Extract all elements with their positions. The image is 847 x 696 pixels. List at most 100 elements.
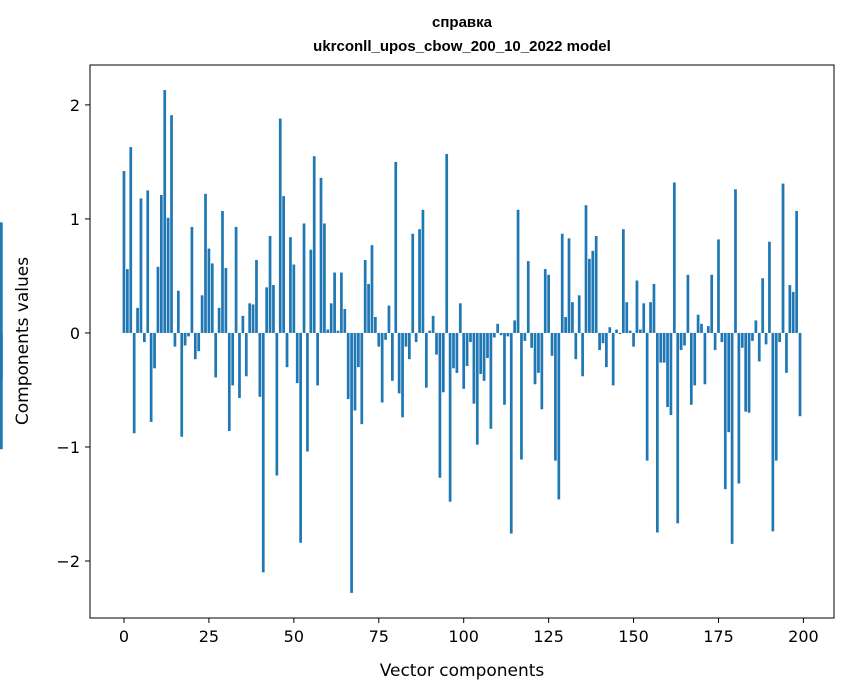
bar (295, 332, 299, 384)
bar (221, 210, 224, 333)
bar (761, 278, 765, 333)
bar (781, 183, 785, 333)
bar (302, 223, 306, 333)
bar (516, 209, 520, 333)
y-tick-label: −2 (56, 552, 80, 571)
bar (251, 304, 255, 333)
bar (431, 315, 435, 333)
bar (785, 332, 788, 373)
bar (441, 332, 445, 393)
bar (224, 267, 228, 333)
bar (187, 332, 190, 337)
bars-group (0, 90, 802, 593)
bar (360, 332, 364, 425)
bar (122, 171, 126, 333)
bar (696, 314, 700, 333)
bar (153, 332, 156, 369)
bar (605, 332, 608, 368)
bar (377, 332, 381, 347)
bar (751, 332, 754, 341)
bar (795, 210, 798, 333)
bar (499, 332, 503, 336)
bar (659, 332, 663, 363)
bar (363, 259, 367, 333)
bar (244, 332, 248, 377)
bar (669, 332, 673, 416)
y-tick-label: 2 (70, 96, 80, 115)
bar (462, 332, 466, 389)
bar (710, 274, 714, 333)
bar (282, 196, 285, 333)
bar (0, 222, 3, 333)
bar (557, 332, 561, 500)
bar (343, 309, 347, 333)
bar (285, 332, 289, 368)
bar (713, 332, 717, 351)
bar (126, 269, 129, 333)
x-axis-label: Vector components (380, 661, 545, 681)
bar (564, 316, 567, 333)
bar (584, 205, 588, 333)
bar (455, 332, 459, 373)
bar (200, 295, 204, 333)
bar (652, 283, 656, 333)
bar (723, 332, 727, 490)
bar (465, 332, 469, 367)
bar (475, 332, 479, 445)
bar (418, 229, 421, 333)
bar (289, 237, 292, 333)
bar (496, 323, 500, 333)
bar (601, 332, 605, 344)
x-tick-label: 75 (369, 627, 389, 646)
bar (520, 332, 523, 460)
bar (581, 332, 584, 377)
bar (336, 330, 340, 333)
bar (428, 330, 432, 333)
bar (163, 90, 167, 333)
plot-frame (89, 64, 835, 619)
bar (238, 332, 241, 398)
bar (540, 332, 544, 410)
y-tick-label: 1 (70, 210, 80, 229)
bar (672, 182, 676, 333)
bar (700, 323, 703, 333)
bar (414, 332, 418, 343)
bar (554, 332, 557, 461)
bar (316, 332, 319, 386)
bar (778, 332, 781, 343)
x-tick-label: 25 (199, 627, 219, 646)
bar (143, 332, 146, 343)
bar (611, 332, 615, 386)
bar (299, 332, 302, 543)
x-tick-label: 100 (448, 627, 479, 646)
bar (598, 332, 601, 351)
bar (662, 332, 666, 363)
bar (571, 302, 574, 333)
bar (326, 329, 330, 333)
x-tick-label: 175 (703, 627, 734, 646)
bar (370, 245, 374, 333)
bar (146, 190, 150, 333)
bar (706, 326, 710, 333)
bar (180, 332, 184, 437)
bar (258, 332, 262, 397)
bar (740, 332, 744, 348)
bar (319, 177, 323, 333)
bar (591, 250, 595, 333)
bar (676, 332, 680, 524)
bar (241, 315, 245, 333)
bar (683, 332, 686, 346)
bar (268, 236, 272, 333)
bar (312, 156, 316, 333)
bar (214, 332, 218, 378)
bar (639, 329, 642, 333)
x-tick-label: 125 (533, 627, 564, 646)
bar (292, 264, 296, 333)
bar (394, 161, 398, 333)
bar (645, 332, 649, 461)
bar (754, 320, 758, 333)
bar (560, 233, 564, 333)
bar (357, 332, 360, 368)
chart-subtitle: ukrconll_upos_cbow_200_10_2022 model (313, 38, 611, 55)
